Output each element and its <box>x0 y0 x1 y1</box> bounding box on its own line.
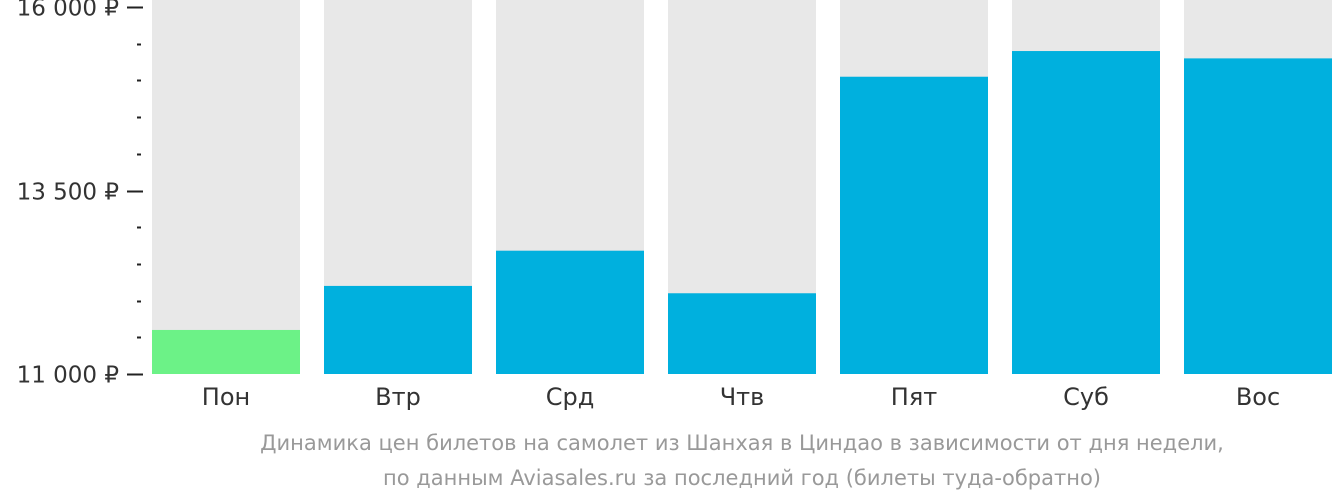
x-axis-labels: Пон Втр Срд Чтв Пят Суб Вос <box>202 383 1280 411</box>
bars <box>152 51 1332 374</box>
y-tick-label: 11 000 ₽ <box>17 363 119 389</box>
bar-4[interactable] <box>668 293 816 374</box>
y-tick-label: 16 000 ₽ <box>17 0 119 22</box>
price-by-weekday-chart: 16 000 ₽ 13 500 ₽ 11 000 ₽ Пон Втр Срд Чтв Пят… <box>17 0 1332 411</box>
x-tick-label: Суб <box>1063 383 1109 411</box>
x-tick-label: Вос <box>1236 383 1280 411</box>
bar-6[interactable] <box>1012 51 1160 374</box>
x-tick-label: Пят <box>891 383 937 411</box>
chart-caption-line-2: по данным Aviasales.ru за последний год … <box>383 466 1101 490</box>
y-tick-label: 13 500 ₽ <box>17 180 119 206</box>
bar-1[interactable] <box>152 329 300 374</box>
x-tick-label: Пон <box>202 383 250 411</box>
x-tick-label: Срд <box>546 383 595 411</box>
y-axis: 16 000 ₽ 13 500 ₽ 11 000 ₽ <box>17 0 143 389</box>
bar-5[interactable] <box>840 76 988 374</box>
chart-caption-line-1: Динамика цен билетов на самолет из Шанха… <box>260 431 1224 455</box>
bar-7[interactable] <box>1184 58 1332 374</box>
x-tick-label: Втр <box>375 383 421 411</box>
background-bar <box>152 0 300 374</box>
bar-3[interactable] <box>496 250 644 374</box>
bar-2[interactable] <box>324 285 472 374</box>
x-tick-label: Чтв <box>720 383 765 411</box>
